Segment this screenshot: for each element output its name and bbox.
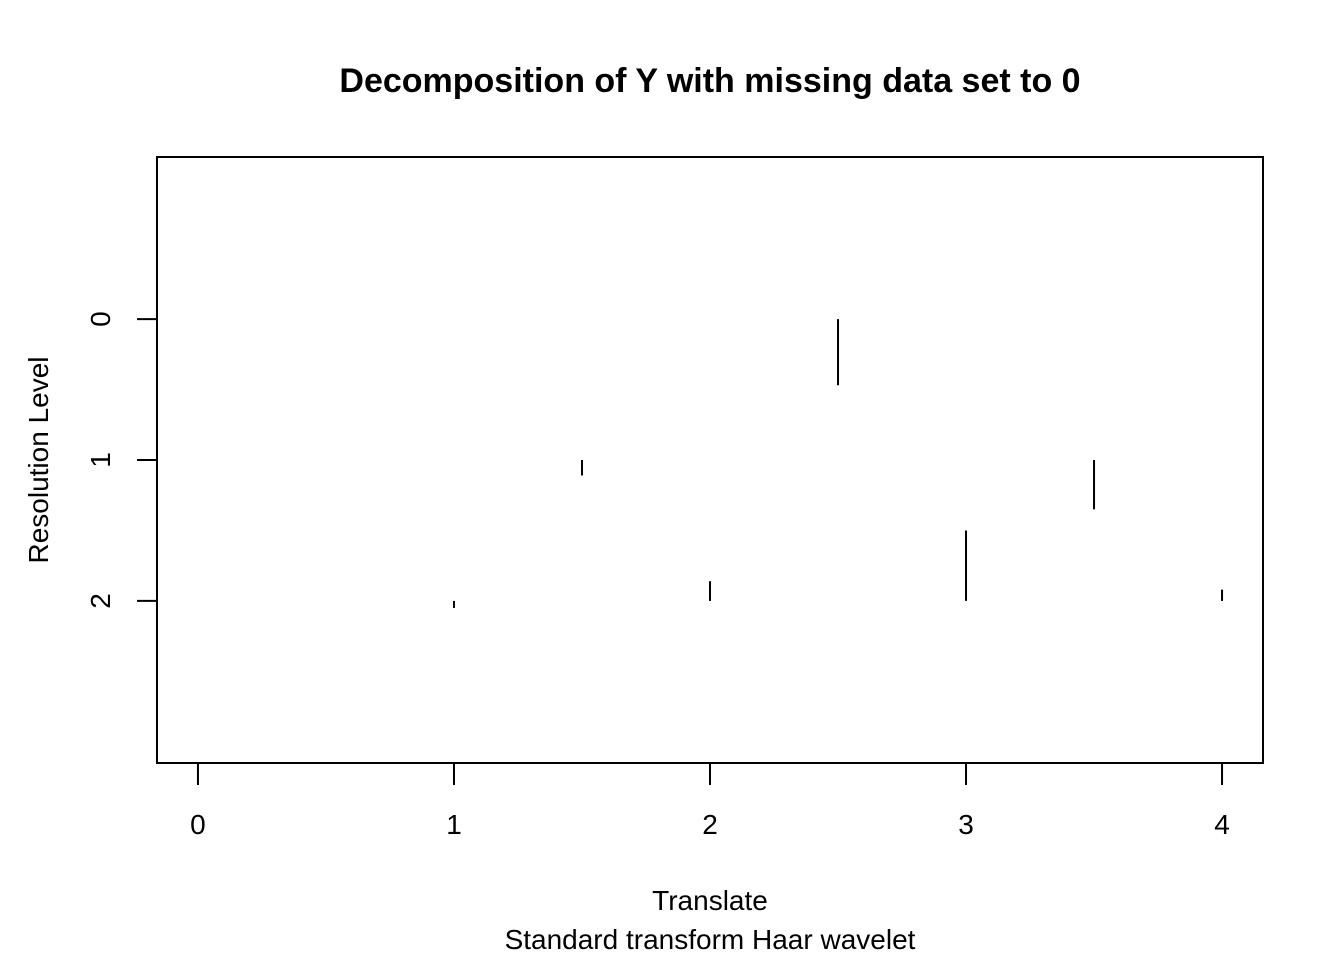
y-tick-label: 2 — [85, 593, 116, 609]
y-tick-label: 0 — [85, 311, 116, 327]
chart-subtitle: Standard transform Haar wavelet — [505, 924, 916, 955]
x-tick-label: 2 — [702, 809, 718, 840]
plot-frame — [156, 156, 1264, 764]
y-axis-label: Resolution Level — [23, 356, 54, 563]
chart-title: Decomposition of Y with missing data set… — [339, 62, 1080, 100]
coefficient-marks — [452, 319, 1224, 608]
x-tick-label: 1 — [446, 809, 462, 840]
x-tick-label: 3 — [958, 809, 974, 840]
x-axis-label: Translate — [652, 885, 768, 916]
x-tick-label: 4 — [1214, 809, 1230, 840]
y-tick-label: 1 — [85, 452, 116, 468]
x-tick-label: 0 — [190, 809, 206, 840]
x-axis: 0 1 2 3 4 — [190, 763, 1230, 840]
y-axis: 0 1 2 — [85, 311, 157, 609]
